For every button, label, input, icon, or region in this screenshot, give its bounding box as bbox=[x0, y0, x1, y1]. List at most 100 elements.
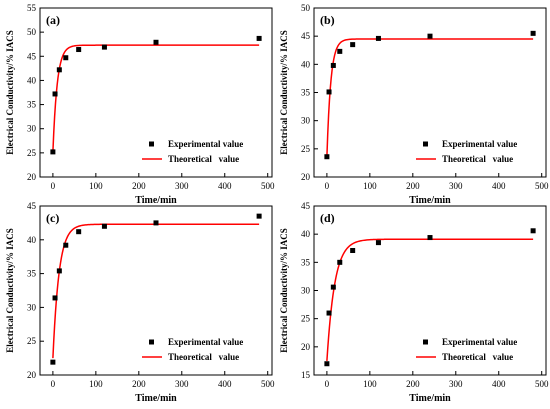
x-tick-label: 200 bbox=[132, 181, 146, 191]
experimental-point bbox=[324, 154, 330, 160]
y-tick-label: 45 bbox=[301, 201, 311, 211]
legend-marker-experimental bbox=[149, 141, 154, 147]
experimental-point bbox=[350, 42, 356, 48]
x-tick-label: 0 bbox=[325, 379, 330, 389]
theoretical-curve bbox=[52, 44, 260, 152]
experimental-point bbox=[52, 295, 58, 301]
y-tick-label: 15 bbox=[301, 370, 311, 380]
experimental-point bbox=[337, 259, 343, 265]
y-tick-label: 20 bbox=[301, 342, 311, 352]
experimental-point bbox=[76, 47, 82, 53]
experimental-point bbox=[56, 268, 62, 274]
y-tick-label: 35 bbox=[301, 88, 311, 98]
y-tick-label: 20 bbox=[27, 370, 37, 380]
experimental-point bbox=[350, 248, 356, 254]
panel-label: (b) bbox=[320, 13, 335, 27]
theoretical-curve bbox=[326, 38, 534, 157]
y-tick-label: 40 bbox=[27, 235, 37, 245]
legend-label-experimental: Experimental value bbox=[168, 139, 243, 149]
experimental-point bbox=[76, 229, 82, 235]
legend-label-theoretical: Theoretical value bbox=[442, 352, 513, 362]
experimental-point bbox=[153, 39, 159, 45]
plot-frame bbox=[313, 205, 547, 376]
panel-1: 0 100 200 300 400 500 20 25 30 35 40 45 50 55 Time/min… bbox=[5, 3, 275, 206]
x-tick-label: 500 bbox=[535, 379, 549, 389]
experimental-point bbox=[50, 149, 56, 155]
y-tick-label: 45 bbox=[27, 201, 37, 211]
x-tick-label: 400 bbox=[218, 181, 232, 191]
experimental-point bbox=[375, 240, 381, 246]
y-tick-label: 45 bbox=[27, 51, 37, 61]
x-tick-label: 500 bbox=[535, 181, 549, 191]
experimental-point bbox=[375, 35, 381, 41]
y-tick-label: 35 bbox=[301, 257, 311, 267]
y-tick-label: 30 bbox=[301, 286, 311, 296]
experimental-point bbox=[427, 235, 433, 241]
x-tick-label: 100 bbox=[89, 379, 103, 389]
plot-frame bbox=[39, 205, 273, 376]
panel-label: (c) bbox=[46, 211, 59, 225]
x-axis-label: Time/min bbox=[409, 195, 451, 206]
x-tick-label: 100 bbox=[363, 181, 377, 191]
y-tick-label: 50 bbox=[301, 3, 311, 13]
y-axis-label: Electrical Conductivity/% IACS bbox=[5, 30, 15, 155]
panel-3: 0 100 200 300 400 500 20 25 30 35 40 45 Time/min Elec… bbox=[5, 201, 275, 404]
y-tick-label: 20 bbox=[27, 172, 37, 182]
experimental-point bbox=[326, 310, 332, 316]
experimental-point bbox=[530, 30, 536, 36]
x-tick-label: 500 bbox=[261, 379, 275, 389]
x-tick-label: 100 bbox=[363, 379, 377, 389]
x-tick-label: 400 bbox=[492, 181, 506, 191]
experimental-point bbox=[101, 223, 107, 229]
y-tick-label: 30 bbox=[27, 302, 37, 312]
x-tick-label: 400 bbox=[218, 379, 232, 389]
x-tick-label: 300 bbox=[175, 181, 189, 191]
legend-label-experimental: Experimental value bbox=[168, 337, 243, 347]
experimental-point bbox=[63, 242, 69, 248]
y-tick-label: 40 bbox=[301, 229, 311, 239]
x-tick-label: 300 bbox=[449, 181, 463, 191]
y-axis-label: Electrical Conductivity/% IACS bbox=[5, 228, 15, 353]
x-axis-label: Time/min bbox=[135, 393, 177, 404]
x-tick-label: 200 bbox=[132, 379, 146, 389]
y-tick-label: 20 bbox=[301, 172, 311, 182]
experimental-point bbox=[326, 89, 332, 95]
x-tick-label: 300 bbox=[449, 379, 463, 389]
experimental-point bbox=[530, 228, 536, 234]
experimental-point bbox=[427, 33, 433, 39]
y-tick-label: 35 bbox=[27, 100, 37, 110]
y-axis-label: Electrical Conductivity/% IACS bbox=[279, 228, 289, 353]
x-tick-label: 300 bbox=[175, 379, 189, 389]
plot-frame bbox=[39, 7, 273, 178]
y-tick-label: 25 bbox=[27, 148, 37, 158]
experimental-point bbox=[101, 44, 107, 50]
y-tick-label: 25 bbox=[301, 144, 311, 154]
experimental-point bbox=[324, 361, 330, 367]
legend-marker-experimental bbox=[423, 339, 428, 345]
experimental-point bbox=[52, 91, 58, 97]
y-tick-label: 35 bbox=[27, 269, 37, 279]
y-tick-label: 40 bbox=[27, 75, 37, 85]
experimental-point bbox=[337, 48, 343, 54]
y-tick-label: 30 bbox=[301, 116, 311, 126]
y-axis-label: Electrical Conductivity/% IACS bbox=[279, 30, 289, 155]
legend-label-experimental: Experimental value bbox=[442, 139, 517, 149]
x-tick-label: 0 bbox=[325, 181, 330, 191]
experimental-point bbox=[256, 213, 262, 219]
panel-4: 0 100 200 300 400 500 15 20 25 30 35 40 45 Time/min El… bbox=[279, 201, 549, 404]
x-tick-label: 0 bbox=[51, 379, 56, 389]
panel-label: (a) bbox=[46, 13, 60, 27]
legend-label-theoretical: Theoretical value bbox=[168, 154, 239, 164]
experimental-point bbox=[330, 62, 336, 68]
experimental-point bbox=[56, 67, 62, 73]
x-axis-label: Time/min bbox=[409, 393, 451, 404]
legend-marker-experimental bbox=[423, 141, 428, 147]
y-tick-label: 30 bbox=[27, 124, 37, 134]
y-tick-label: 45 bbox=[301, 31, 311, 41]
y-tick-label: 25 bbox=[27, 336, 37, 346]
x-tick-label: 500 bbox=[261, 181, 275, 191]
experimental-point bbox=[153, 220, 159, 226]
y-tick-label: 50 bbox=[27, 27, 37, 37]
x-tick-label: 200 bbox=[406, 181, 420, 191]
experimental-point bbox=[50, 359, 56, 365]
